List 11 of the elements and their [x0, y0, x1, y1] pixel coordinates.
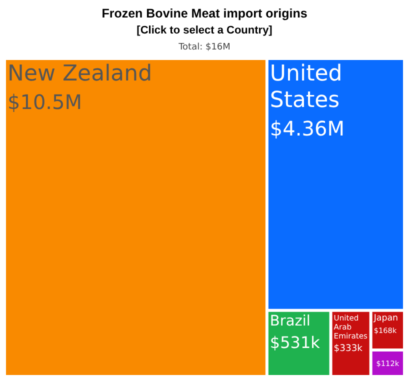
category-label: Brazil — [270, 313, 310, 330]
data-label: $333k — [334, 342, 364, 354]
category-label: New Zealand — [8, 62, 152, 86]
text: [Click to select a Country] — [136, 24, 273, 36]
data-label: $10.5M — [8, 90, 82, 114]
data-label: $531k — [270, 332, 321, 352]
category-label: United States — [270, 62, 342, 113]
text: Frozen Bovine Meat import origins — [102, 6, 308, 20]
text: Total: $16M — [178, 42, 230, 52]
data-label: $4.36M — [270, 116, 344, 140]
category-label: Japan — [372, 313, 398, 324]
